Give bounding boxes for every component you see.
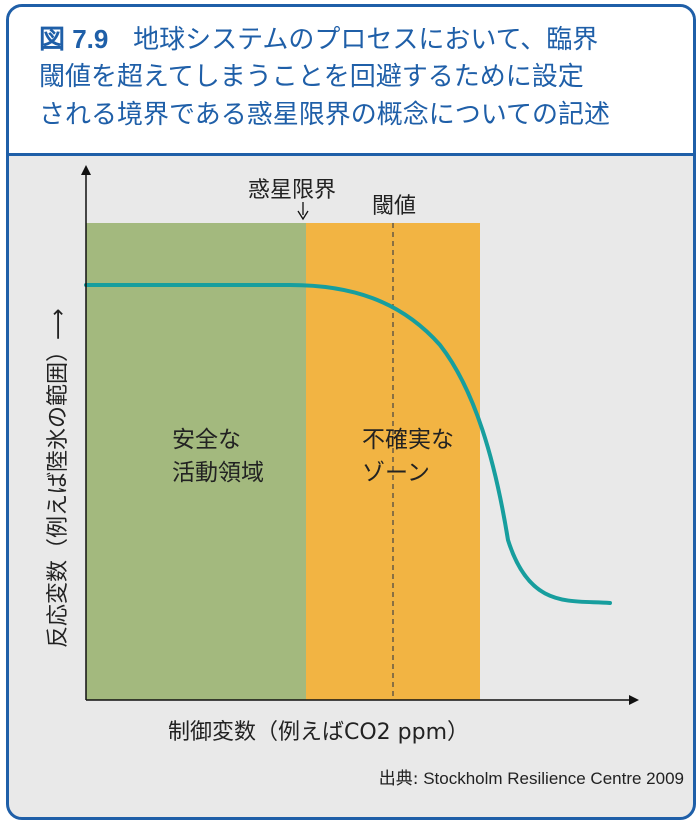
safe-zone-label-line-1: 安全な — [172, 427, 241, 453]
safe-zone-label: 安全な 活動領域 — [172, 424, 264, 490]
figure-title-line-1: 図 7.9 地球システムのプロセスにおいて、臨界 — [39, 23, 683, 56]
uncertain-zone-label: 不確実な ゾーン — [362, 424, 454, 490]
safe-zone — [86, 223, 306, 700]
planetary-boundary-label: 惑星限界 — [248, 178, 337, 203]
boundary-arrowhead — [297, 210, 309, 221]
x-axis-label: 制御変数（例えばCO2 ppm） — [168, 720, 470, 745]
uncertain-zone-label-line-1: 不確実な — [362, 427, 454, 453]
figure-title-line-2: 閾値を超えてしまうことを回避するために設定 — [39, 62, 584, 92]
figure-title-line-3: される境界である惑星限界の概念についての記述 — [39, 100, 610, 130]
source-label: 出典: — [378, 769, 419, 789]
figure-header: 図 7.9 地球システムのプロセスにおいて、臨界 閾値を超えてしまうことを回避す… — [9, 7, 693, 156]
threshold-label: 閾値 — [372, 194, 417, 219]
response-curve — [84, 283, 612, 605]
title-text-1: 地球システムのプロセスにおいて、臨界 — [133, 25, 599, 55]
safe-zone-label-line-2: 活動領域 — [172, 460, 264, 486]
y-axis-label: 反応変数（例えば陸氷の範囲）⟶ — [46, 308, 71, 648]
source-text: Stockholm Resilience Centre 2009 — [423, 769, 684, 788]
uncertain-zone-label-line-2: ゾーン — [362, 460, 430, 486]
source-citation: 出典: Stockholm Resilience Centre 2009 — [379, 764, 684, 789]
figure-number: 図 7.9 — [39, 24, 109, 54]
